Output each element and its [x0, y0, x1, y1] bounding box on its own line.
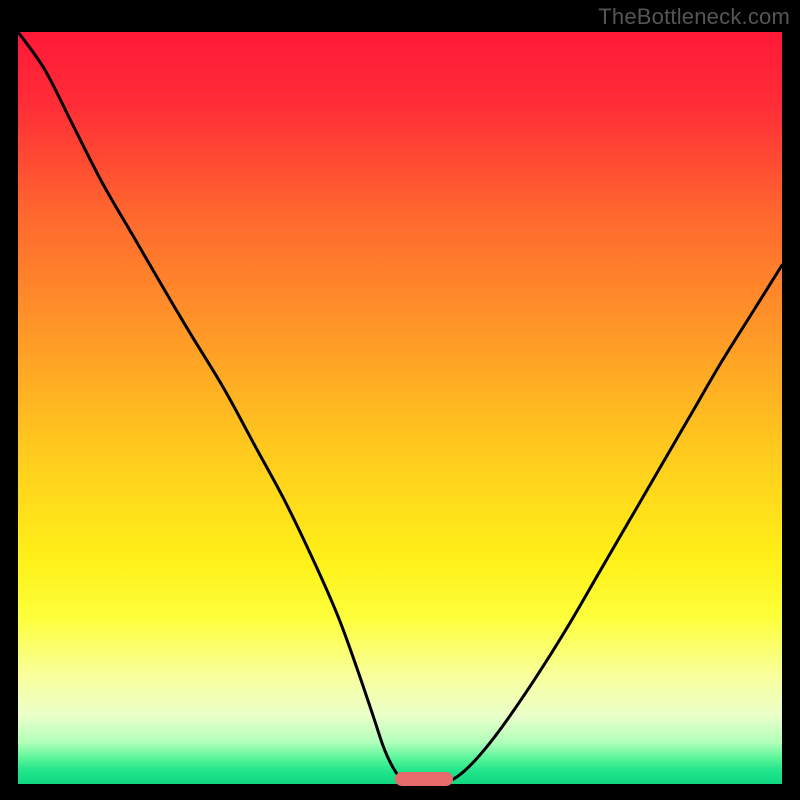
watermark-text: TheBottleneck.com — [598, 4, 790, 30]
plot-background — [18, 32, 782, 784]
bottleneck-chart: TheBottleneck.com — [0, 0, 800, 800]
chart-svg — [0, 0, 800, 800]
optimal-range-marker — [395, 772, 453, 786]
